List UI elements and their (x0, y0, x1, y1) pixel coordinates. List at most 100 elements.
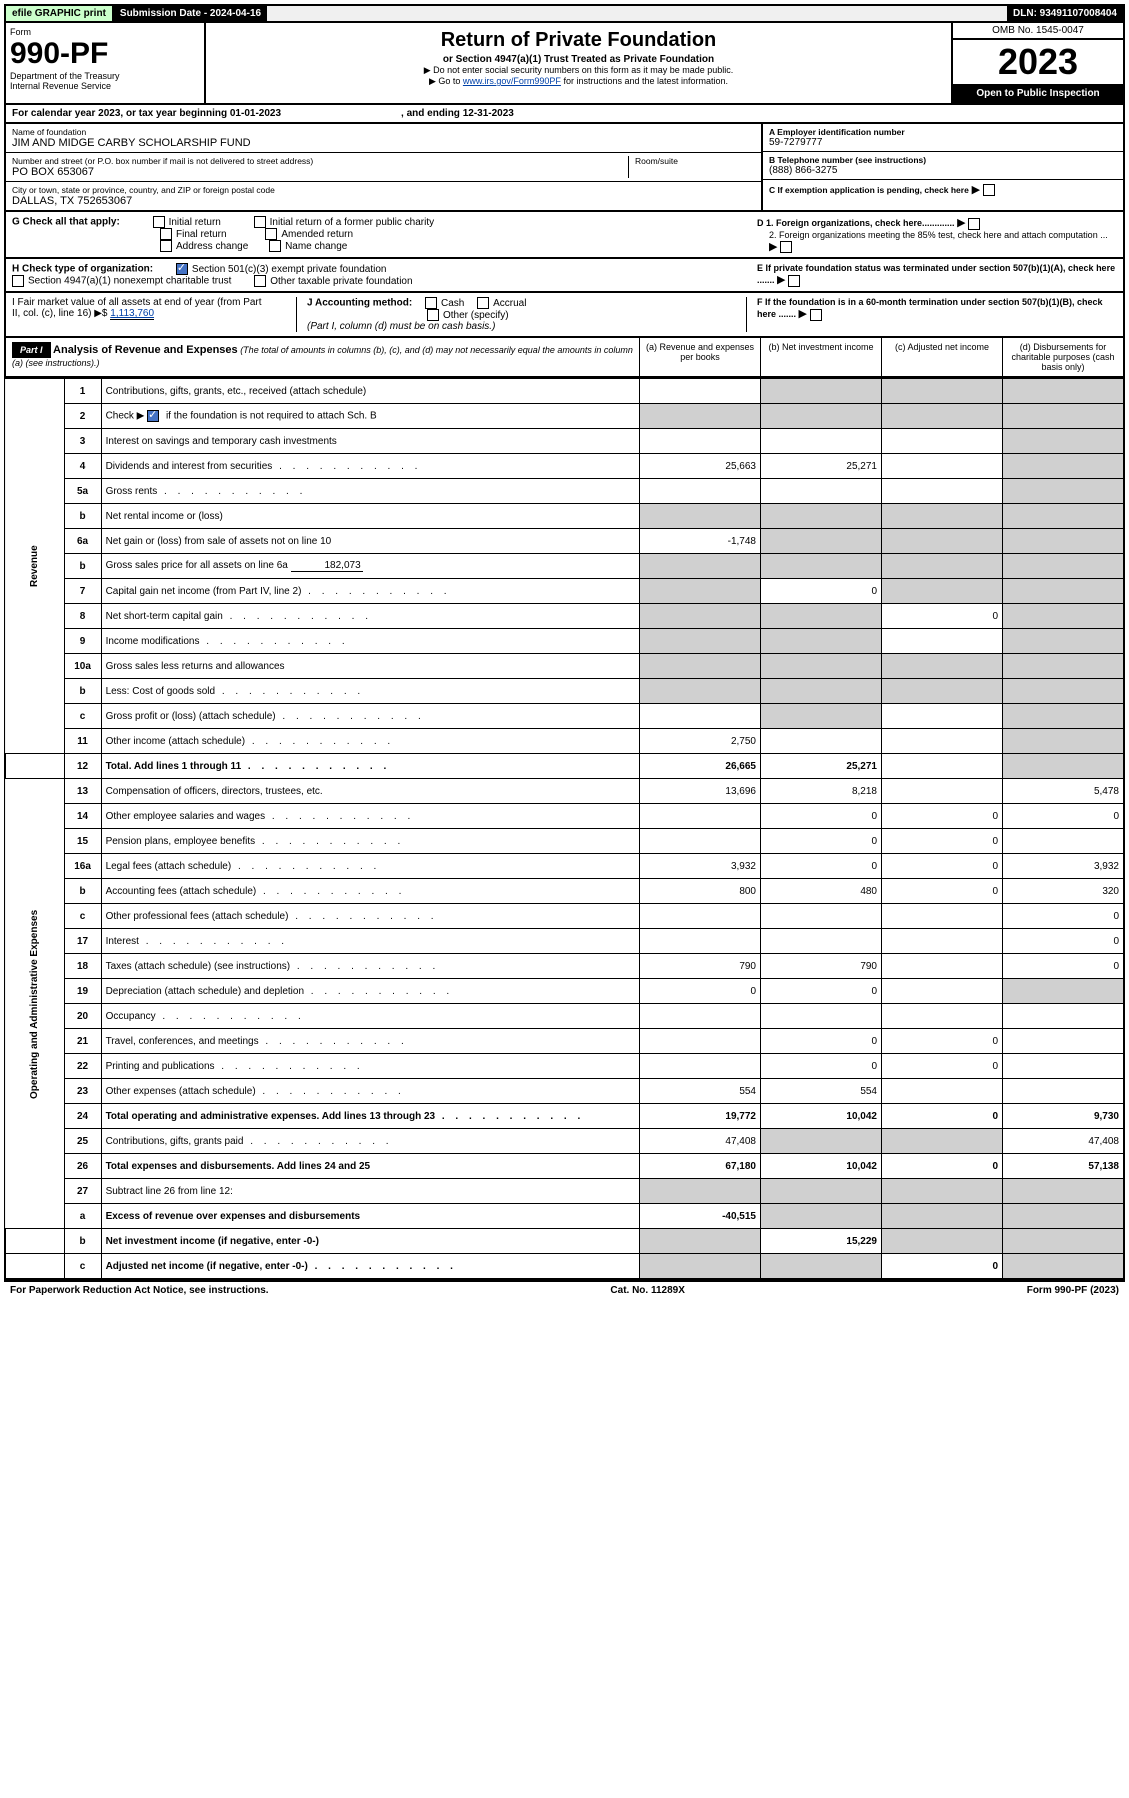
form-title: Return of Private Foundation (210, 29, 947, 52)
col-c-head: (c) Adjusted net income (881, 338, 1002, 376)
table-row: 6aNet gain or (loss) from sale of assets… (5, 529, 1124, 554)
city-label: City or town, state or province, country… (12, 185, 755, 195)
cell-4a: 25,663 (640, 454, 761, 479)
table-row: 8Net short-term capital gain0 (5, 604, 1124, 629)
d1-checkbox[interactable] (968, 218, 980, 230)
row-lbl: Interest (101, 929, 639, 954)
cell-6a-a: -1,748 (640, 529, 761, 554)
table-row: 17Interest0 (5, 929, 1124, 954)
h-501c3-checkbox[interactable] (176, 263, 188, 275)
row-num: b (64, 554, 101, 579)
table-row: 3Interest on savings and temporary cash … (5, 429, 1124, 454)
c-cell: C If exemption application is pending, c… (763, 180, 1123, 199)
notice-2b: for instructions and the latest informat… (561, 76, 728, 86)
g-initial-checkbox[interactable] (153, 216, 165, 228)
h-other-checkbox[interactable] (254, 275, 266, 287)
g-opt-5: Name change (285, 241, 347, 252)
row-num: 12 (64, 754, 101, 779)
row-lbl: Gross rents (101, 479, 639, 504)
cell-26d: 57,138 (1003, 1154, 1125, 1179)
calyear-begin: For calendar year 2023, or tax year begi… (12, 108, 281, 119)
j-accrual-checkbox[interactable] (477, 297, 489, 309)
row-lbl: Dividends and interest from securities (101, 454, 639, 479)
cell-13a: 13,696 (640, 779, 761, 804)
cell-16a-a: 3,932 (640, 854, 761, 879)
table-row: 24Total operating and administrative exp… (5, 1104, 1124, 1129)
part-i-header: Part I Analysis of Revenue and Expenses … (4, 338, 1125, 378)
form-word: Form (10, 27, 200, 37)
row-lbl: Contributions, gifts, grants, etc., rece… (101, 379, 639, 404)
row-lbl: Gross sales less returns and allowances (101, 654, 639, 679)
row-lbl: Less: Cost of goods sold (101, 679, 639, 704)
cell-24a: 19,772 (640, 1104, 761, 1129)
form-link[interactable]: www.irs.gov/Form990PF (463, 76, 561, 86)
page-footer: For Paperwork Reduction Act Notice, see … (4, 1280, 1125, 1299)
table-row: 25Contributions, gifts, grants paid47,40… (5, 1129, 1124, 1154)
tax-year: 2023 (953, 40, 1123, 84)
row-num: 16a (64, 854, 101, 879)
cell-21b: 0 (761, 1029, 882, 1054)
table-row: 20Occupancy (5, 1004, 1124, 1029)
form-header: Form 990-PF Department of the Treasury I… (4, 23, 1125, 105)
row-num: 10a (64, 654, 101, 679)
row-lbl: Capital gain net income (from Part IV, l… (101, 579, 639, 604)
col-a-head: (a) Revenue and expenses per books (639, 338, 760, 376)
g-d-row: G Check all that apply: Initial return I… (4, 212, 1125, 259)
table-row: bAccounting fees (attach schedule)800480… (5, 879, 1124, 904)
efile-button[interactable]: efile GRAPHIC print (6, 6, 114, 21)
j-other-checkbox[interactable] (427, 309, 439, 321)
cell-16a-c: 0 (882, 854, 1003, 879)
j-note: (Part I, column (d) must be on cash basi… (307, 321, 495, 332)
c-checkbox[interactable] (983, 184, 995, 196)
row-lbl: Total expenses and disbursements. Add li… (101, 1154, 639, 1179)
g-final-checkbox[interactable] (160, 228, 172, 240)
table-row: 2Check ▶ if the foundation is not requir… (5, 404, 1124, 429)
g-label: G Check all that apply: (12, 217, 120, 228)
f-checkbox[interactable] (810, 309, 822, 321)
table-row: 15Pension plans, employee benefits00 (5, 829, 1124, 854)
g-former-checkbox[interactable] (254, 216, 266, 228)
g-address-checkbox[interactable] (160, 240, 172, 252)
row-num: 6a (64, 529, 101, 554)
g-amended-checkbox[interactable] (265, 228, 277, 240)
cell-24c: 0 (882, 1104, 1003, 1129)
d2-checkbox[interactable] (780, 241, 792, 253)
h-4947-checkbox[interactable] (12, 275, 24, 287)
j-cash-checkbox[interactable] (425, 297, 437, 309)
e-checkbox[interactable] (788, 275, 800, 287)
row-num: 21 (64, 1029, 101, 1054)
row-num: 3 (64, 429, 101, 454)
row-lbl: Other expenses (attach schedule) (101, 1079, 639, 1104)
table-row: 22Printing and publications00 (5, 1054, 1124, 1079)
tel-label: B Telephone number (see instructions) (769, 155, 1117, 165)
f-section: F If the foundation is in a 60-month ter… (746, 297, 1117, 332)
notice-2: ▶ Go to www.irs.gov/Form990PF for instru… (210, 76, 947, 87)
g-name-checkbox[interactable] (269, 240, 281, 252)
h-opt-3: Other taxable private foundation (270, 276, 412, 287)
cell-18d: 0 (1003, 954, 1125, 979)
table-row: 12Total. Add lines 1 through 1126,66525,… (5, 754, 1124, 779)
row-num: 13 (64, 779, 101, 804)
cell-27b-b: 15,229 (761, 1229, 882, 1254)
cell-16b-c: 0 (882, 879, 1003, 904)
table-row: Revenue 1Contributions, gifts, grants, e… (5, 379, 1124, 404)
tel-cell: B Telephone number (see instructions) (8… (763, 152, 1123, 180)
cell-16b-a: 800 (640, 879, 761, 904)
addr-value: PO BOX 653067 (12, 166, 628, 178)
6b-inline: 182,073 (291, 560, 363, 572)
row-num: b (64, 504, 101, 529)
pointer-icon: ▶ (957, 217, 965, 229)
cell-19a: 0 (640, 979, 761, 1004)
row-num: c (64, 704, 101, 729)
table-row: 16aLegal fees (attach schedule)3,932003,… (5, 854, 1124, 879)
row-lbl: Printing and publications (101, 1054, 639, 1079)
i-value[interactable]: 1,113,760 (110, 308, 154, 320)
submission-date: Submission Date - 2024-04-16 (114, 6, 267, 21)
notice-1: ▶ Do not enter social security numbers o… (210, 65, 947, 76)
row-2-lbl: Check ▶ if the foundation is not require… (101, 404, 639, 429)
cell-24b: 10,042 (761, 1104, 882, 1129)
sch-b-checkbox[interactable] (147, 410, 159, 422)
h-opt-2: Section 4947(a)(1) nonexempt charitable … (28, 276, 231, 287)
part-i-title: Analysis of Revenue and Expenses (53, 344, 238, 356)
h-section: H Check type of organization: Section 50… (12, 263, 733, 287)
